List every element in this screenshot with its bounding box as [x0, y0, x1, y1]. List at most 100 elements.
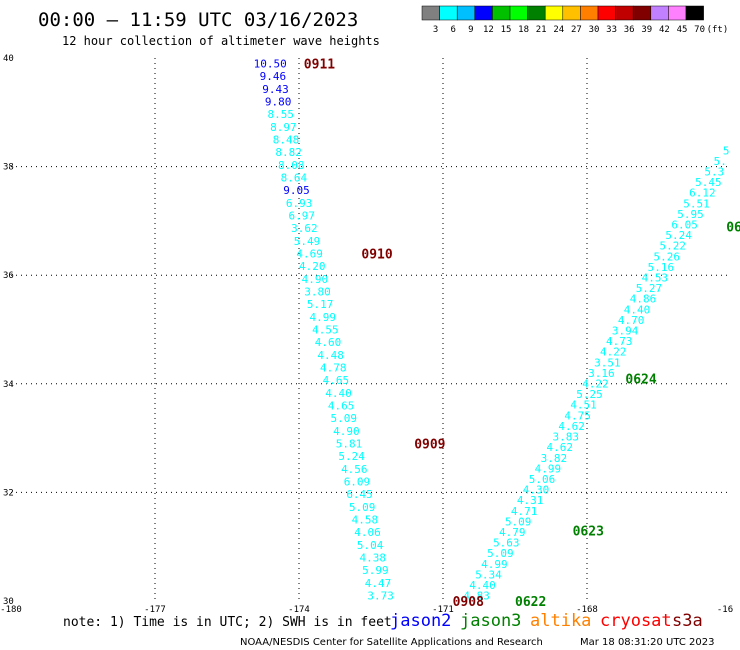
wave-height-label: 3.16	[588, 367, 615, 380]
colorbar-swatch	[615, 5, 634, 21]
wave-height-label: 3.80	[304, 285, 331, 298]
y-tick-label: 34	[3, 380, 14, 390]
wave-height-label: 6.12	[689, 187, 716, 200]
colorbar-swatch	[544, 5, 564, 21]
wave-height-label: 4.65	[328, 400, 355, 413]
pass-time-labels: 0911 0910 0909 0908 0622 0623 0624 06	[304, 57, 740, 610]
pass-time-label: 0623	[573, 524, 604, 539]
wave-height-label: 5.25	[576, 388, 603, 401]
wave-height-label: 5	[723, 144, 730, 157]
x-tick-label: -168	[576, 605, 598, 615]
x-tick-label: -174	[288, 605, 310, 615]
wave-height-label: 4.99	[535, 462, 562, 475]
y-tick-label: 38	[3, 163, 14, 173]
wave-height-label: 4.06	[354, 526, 381, 539]
wave-height-label: 5.	[714, 155, 727, 168]
wave-height-label: 4.40	[624, 303, 651, 316]
wave-height-label: 5.09	[349, 501, 376, 514]
wave-height-label: 4.90	[333, 425, 360, 438]
satellite-legend-jason3: jason3	[460, 611, 521, 631]
wave-height-label: 6.93	[286, 197, 313, 210]
wave-height-label: 3.82	[541, 452, 568, 465]
wave-height-label: 3.83	[552, 431, 579, 444]
wave-height-label: 9.05	[283, 184, 310, 197]
chart-subtitle: 12 hour collection of altimeter wave hei…	[62, 34, 380, 48]
wave-height-label: 5.34	[475, 568, 502, 581]
wave-height-label: 5.3	[704, 166, 724, 179]
wave-height-label: 4.71	[511, 505, 538, 518]
pass-time-label: 0911	[304, 57, 335, 72]
wave-height-label: 4.69	[296, 247, 323, 260]
wave-height-label: 4.20	[299, 260, 326, 273]
wave-height-label: 6.97	[288, 209, 315, 222]
pass-time-label: 0910	[361, 247, 392, 262]
colorbar-label: 27	[571, 25, 582, 35]
wave-height-label: 4.83	[463, 590, 490, 603]
colorbar-swatch	[632, 5, 652, 21]
wave-height-label: 5.95	[677, 208, 704, 221]
x-tick-label: -177	[144, 605, 166, 615]
colorbar-swatch	[580, 5, 599, 21]
y-tick-label: 36	[3, 271, 14, 281]
x-tick-label: -171	[432, 605, 454, 615]
wave-height-label: 5.24	[338, 450, 365, 463]
wave-height-label: 9.80	[265, 95, 292, 108]
x-tick-label: -180	[0, 605, 22, 615]
wave-height-label: 4.65	[323, 374, 350, 387]
wave-height-label: 4.99	[310, 311, 337, 324]
colorbar-label: 6	[450, 25, 455, 35]
wave-height-label: 5.81	[336, 438, 363, 451]
wave-height-label: 5.27	[636, 282, 663, 295]
wave-height-label: 4.51	[570, 399, 597, 412]
color-scale-bar: 3 6 9 12 15 18 21 24 27 30 33 36 39 42 45 70 (ft)	[421, 5, 728, 35]
wave-height-label: 4.56	[341, 463, 368, 476]
colorbar-label: 45	[677, 25, 688, 35]
colorbar-label: 70	[694, 25, 705, 35]
wave-height-label: 4.86	[630, 293, 657, 306]
colorbar-label: 3	[433, 25, 438, 35]
colorbar-swatch	[439, 5, 458, 21]
wave-height-label: 9.46	[260, 70, 287, 83]
pass-time-label: 0624	[625, 372, 656, 387]
wave-height-label: 5.24	[665, 229, 692, 242]
colorbar-swatch	[456, 5, 476, 21]
legend-note: note: 1) Time is in UTC; 2) SWH is in fe…	[63, 615, 392, 630]
footer-source: NOAA/NESDIS Center for Satellite Applica…	[240, 637, 543, 648]
colorbar-label: 9	[468, 25, 473, 35]
wave-height-label: 5.17	[307, 298, 334, 311]
colorbar-swatch	[562, 5, 581, 21]
wave-height-label: 5.45	[695, 176, 722, 189]
footer-timestamp: Mar 18 08:31:20 UTC 2023	[580, 637, 715, 648]
satellite-legend-s3a: s3a	[672, 611, 703, 631]
wave-height-label: 4.38	[359, 552, 386, 565]
colorbar-label: 30	[589, 25, 600, 35]
wave-height-label: 6.45	[346, 488, 373, 501]
colorbar-label: 33	[606, 25, 617, 35]
wave-height-label: 9.43	[262, 83, 289, 96]
wave-height-label: 5.09	[331, 412, 358, 425]
wave-height-label: 4.99	[481, 558, 508, 571]
pass-time-label: 0909	[414, 438, 445, 453]
pass-time-label: 06	[726, 220, 740, 235]
pass-time-label: 0622	[515, 595, 546, 610]
x-tick-label: -16	[717, 605, 733, 615]
wave-height-label: 4.62	[547, 441, 574, 454]
wave-height-label: 5.22	[659, 240, 686, 253]
colorbar-label: 36	[624, 25, 635, 35]
wave-height-label: 4.62	[558, 420, 585, 433]
wave-height-label: 8.48	[273, 133, 300, 146]
y-tick-label: 32	[3, 488, 14, 498]
colorbar-swatch	[527, 5, 546, 21]
wave-height-label: 4.30	[523, 484, 550, 497]
wave-height-label: 8.64	[281, 171, 308, 184]
satellite-legend-cryosat: cryosat	[600, 611, 672, 631]
wave-height-label: 3.51	[594, 356, 621, 369]
wave-height-label: 4.55	[312, 324, 339, 337]
wave-height-label: 4.48	[317, 349, 344, 362]
wave-height-label: 4.22	[600, 346, 627, 359]
colorbar-swatch	[650, 5, 669, 21]
wave-height-label: 4.70	[618, 314, 645, 327]
colorbar-label: 21	[536, 25, 547, 35]
colorbar-swatch	[421, 5, 440, 21]
